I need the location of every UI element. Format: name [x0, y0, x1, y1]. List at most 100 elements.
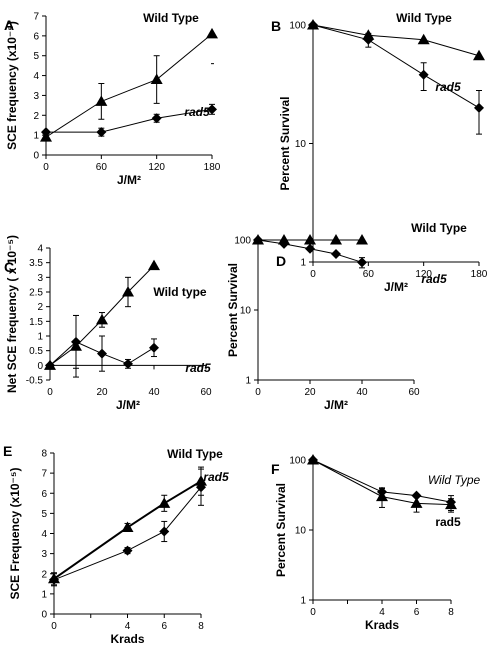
data-point-diamond [305, 243, 315, 254]
series-wild-type: Wild Type [48, 447, 223, 586]
y-tick-label: 10 [295, 526, 307, 537]
panel-letter: C [4, 259, 14, 275]
data-point-diamond [253, 235, 263, 245]
y-tick-label: 2 [33, 111, 39, 122]
x-tick-label: 4 [379, 607, 385, 618]
y-tick-label: 10 [295, 139, 307, 150]
data-point-diamond [122, 545, 133, 556]
x-tick-label: 180 [471, 269, 488, 280]
panel-letter: D [276, 253, 286, 269]
y-tick-label: 5 [33, 51, 39, 62]
x-tick-label: 0 [47, 387, 53, 398]
series-wild-type: Wild Type [307, 11, 485, 61]
y-tick-label: 100 [234, 236, 251, 247]
x-tick-label: 0 [51, 621, 57, 632]
series-line [312, 24, 480, 109]
y-tick-label: 6 [41, 489, 47, 500]
x-tick-label: 0 [43, 162, 49, 173]
series-rad5: rad5 [308, 20, 484, 135]
series-line [312, 24, 480, 57]
y-tick-label: 7 [33, 12, 39, 23]
data-point-triangle [376, 490, 388, 502]
data-point-diamond [149, 342, 159, 353]
panel-letter: F [271, 461, 280, 477]
y-tick-label: 0 [41, 610, 47, 621]
panel-f: F 1 10 100 0 4 6 8 Krads Percent Survival rad5 Wild… [271, 454, 480, 632]
x-tick-label: 8 [448, 607, 454, 618]
series-label: Wild Type [428, 473, 481, 487]
y-tick-label: 1 [300, 596, 306, 607]
data-point-diamond [207, 104, 217, 115]
panel-e: E 0 1 2 3 4 5 6 7 8 0 4 6 8 Krads SCE Frequency (x10⁻⁵)… [3, 443, 229, 646]
series-label: rad5 [203, 470, 229, 484]
series-wild-type: Wild Type [307, 454, 481, 513]
data-point-triangle [445, 498, 457, 510]
y-tick-label: 1 [33, 131, 39, 142]
y-tick-label: 1 [300, 258, 306, 269]
series-rad5: rad5 [49, 468, 229, 587]
series-label: rad5 [421, 272, 447, 286]
data-point-diamond [151, 113, 162, 124]
series-rad5: rad5 [308, 455, 461, 529]
y-tick-label: 100 [289, 456, 306, 467]
data-point-diamond [97, 348, 107, 359]
data-point-triangle [307, 454, 319, 465]
x-tick-label: 120 [415, 269, 432, 280]
y-tick-label: 10 [240, 306, 252, 317]
data-point-triangle [96, 313, 108, 325]
series-wild-type: Wild Type [40, 11, 218, 142]
series-label: Wild Type [411, 221, 467, 235]
data-point-triangle [206, 27, 218, 39]
y-axis-label: Percent Survival [274, 483, 288, 577]
y-tick-label: 4 [37, 244, 43, 255]
y-tick-label: 4 [41, 529, 47, 540]
series-label: rad5 [435, 80, 461, 94]
panel-letter: E [3, 443, 12, 459]
y-axis-label: Percent Survival [278, 96, 292, 190]
panel-a: A 0 1 2 3 4 5 6 7 0 60 120 180 J/M² SCE frequency (x10… [4, 11, 221, 187]
x-tick-label: 60 [96, 162, 108, 173]
y-tick-label: 100 [289, 21, 306, 32]
series-rad5: rad5 [253, 235, 447, 286]
data-point-triangle [158, 497, 171, 508]
y-axis-label: Percent Survival [226, 263, 240, 357]
data-point-triangle [95, 95, 108, 106]
y-axis-label: SCE frequency (x10⁻⁵) [5, 21, 19, 150]
y-tick-label: 2 [37, 302, 43, 313]
series-line [312, 459, 452, 506]
x-tick-label: 60 [363, 269, 375, 280]
data-point-diamond [196, 482, 206, 493]
data-point-diamond [96, 127, 107, 138]
x-tick-label: 20 [304, 387, 316, 398]
series-line [312, 459, 452, 503]
x-tick-label: 40 [148, 387, 160, 398]
data-point-diamond [159, 526, 170, 537]
y-tick-label: 3 [41, 549, 47, 560]
series-label: Wild type [153, 285, 207, 299]
series-rad5: rad5 [45, 314, 211, 375]
x-tick-label: 8 [198, 621, 204, 632]
y-tick-label: 0 [37, 361, 43, 372]
data-point-triangle [121, 521, 134, 532]
data-point-diamond [357, 257, 367, 268]
y-tick-label: 6 [33, 31, 39, 42]
x-axis-label: J/M² [324, 398, 348, 412]
data-point-diamond [279, 238, 289, 249]
y-axis-label: SCE Frequency (x10⁻⁵) [8, 467, 22, 599]
y-tick-label: 3 [33, 91, 39, 102]
x-axis-label: J/M² [117, 173, 141, 187]
data-point-diamond [123, 358, 133, 369]
x-axis-label: J/M² [384, 280, 408, 294]
data-point-triangle [330, 234, 342, 245]
data-point-diamond [45, 360, 55, 371]
x-axis-label: Krads [365, 618, 399, 632]
data-point-triangle [150, 73, 163, 85]
y-tick-label: 0 [33, 151, 39, 162]
series-label: Wild Type [143, 11, 199, 25]
panel-letter: A [4, 17, 14, 33]
y-tick-label: 5 [41, 509, 47, 520]
x-tick-label: 0 [310, 607, 316, 618]
data-point-diamond [71, 336, 81, 347]
data-point-triangle [473, 49, 485, 61]
